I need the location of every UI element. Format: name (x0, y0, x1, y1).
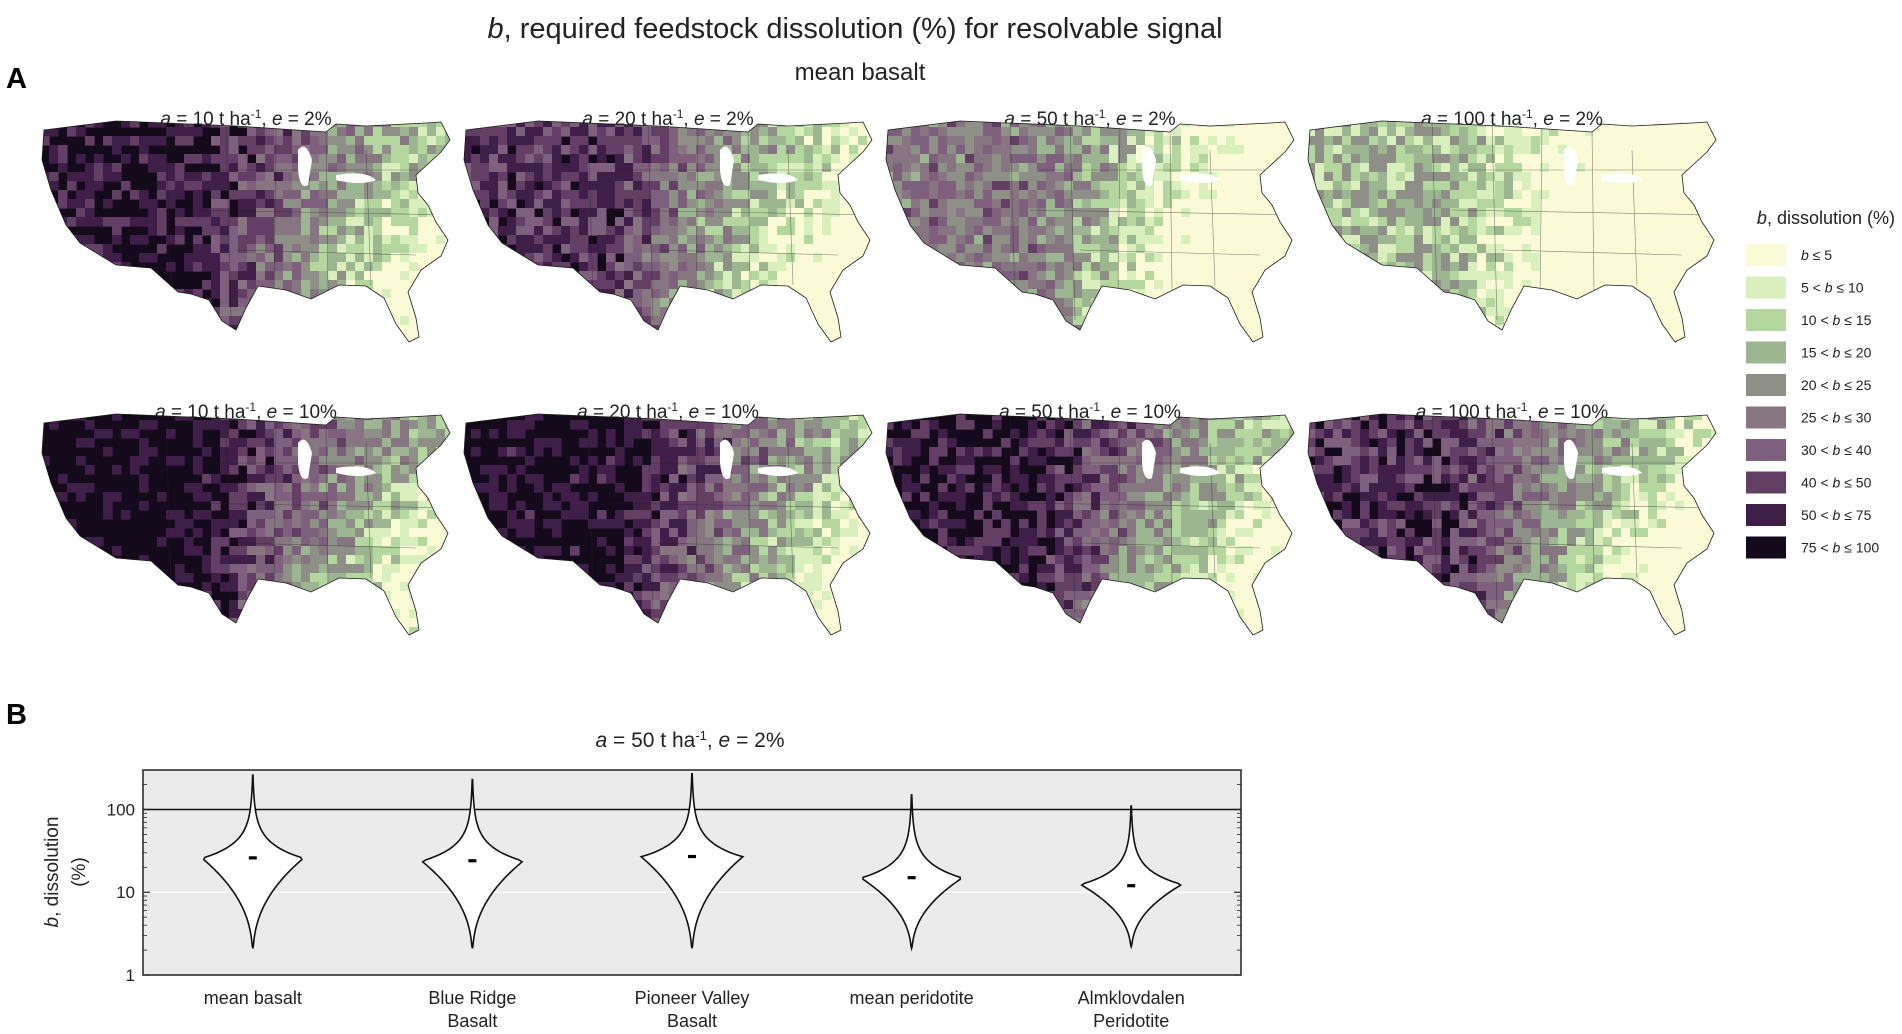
legend-swatch (1746, 341, 1786, 364)
legend-item: 50 < b ≤ 75 (1746, 504, 1872, 526)
legend-swatch (1746, 536, 1786, 559)
legend-item: 15 < b ≤ 20 (1746, 341, 1872, 364)
violin-chart: 1 10 100 mean basalt Blue Ridge Basalt Pionee… (42, 769, 1242, 1031)
violin-shape (1080, 805, 1183, 950)
violin-series (639, 772, 745, 949)
us-map-panel: a = 50 t ha-1, e = 2% (885, 107, 1295, 343)
y-axis-unit: (%) (69, 857, 90, 887)
map-fill (42, 414, 450, 635)
map-panel-title: a = 100 t ha-1, e = 10% (1416, 400, 1609, 423)
legend-swatch (1746, 439, 1786, 461)
legend-swatch (1746, 504, 1786, 526)
legend-item: 5 < b ≤ 10 (1746, 276, 1864, 299)
us-map-panel: a = 50 t ha-1, e = 10% (885, 400, 1295, 636)
legend-title: b, dissolution (%) (1757, 208, 1895, 228)
map-panel-title: a = 100 t ha-1, e = 2% (1421, 107, 1603, 130)
legend-label: 25 < b ≤ 30 (1801, 410, 1872, 426)
map-fill (1308, 121, 1716, 342)
violin-series (1080, 805, 1183, 950)
legend-label: 10 < b ≤ 15 (1801, 312, 1872, 328)
panel-a-label: A (6, 63, 27, 95)
violin-median-mark (1127, 884, 1136, 888)
us-map-panel: a = 20 t ha-1, e = 2% (463, 107, 873, 343)
legend-item: b ≤ 5 (1746, 244, 1832, 266)
map-fill (1308, 414, 1716, 635)
legend-label: 20 < b ≤ 25 (1801, 377, 1872, 393)
x-category-label: Basalt (447, 1011, 497, 1031)
map-panel-title: a = 10 t ha-1, e = 2% (160, 107, 331, 130)
legend-swatch (1746, 374, 1786, 396)
y-tick-label: 1 (126, 966, 135, 985)
x-category-label: mean basalt (204, 988, 302, 1008)
figure-subtitle: mean basalt (795, 59, 926, 86)
legend-swatch (1746, 406, 1786, 429)
y-tick-label: 100 (107, 800, 135, 819)
map-panels: a = 10 t ha-1, e = 2% a = 20 t ha-1, e = … (41, 107, 1717, 636)
legend-label: b ≤ 5 (1801, 247, 1832, 263)
panel-b-label: B (6, 699, 27, 731)
us-map-panel: a = 100 t ha-1, e = 2% (1307, 107, 1717, 343)
x-category-label: Almklovdalen (1078, 988, 1185, 1008)
legend-item: 30 < b ≤ 40 (1746, 439, 1872, 461)
legend-item: 20 < b ≤ 25 (1746, 374, 1872, 396)
us-map-panel: a = 10 t ha-1, e = 2% (41, 107, 451, 343)
map-fill (886, 414, 1294, 635)
violin-series (862, 794, 961, 952)
y-tick-label: 10 (116, 883, 135, 902)
us-map-panel: a = 100 t ha-1, e = 10% (1307, 400, 1717, 636)
legend-item: 75 < b ≤ 100 (1746, 536, 1879, 559)
violin-median-mark (907, 876, 916, 880)
legend-label: 5 < b ≤ 10 (1801, 280, 1864, 296)
legend-item: 40 < b ≤ 50 (1746, 471, 1872, 494)
violin-median-mark (468, 859, 477, 863)
violin-series (421, 778, 524, 949)
legend-label: 40 < b ≤ 50 (1801, 475, 1872, 491)
violin-shape (639, 772, 745, 949)
legend-swatch (1746, 471, 1786, 494)
us-map-panel: a = 20 t ha-1, e = 10% (463, 400, 873, 636)
map-fill (886, 121, 1294, 342)
violin-series (202, 774, 303, 949)
x-category-label: Basalt (667, 1011, 717, 1031)
legend-item: 25 < b ≤ 30 (1746, 406, 1872, 429)
violin-shape (202, 774, 303, 949)
us-map-panel: a = 10 t ha-1, e = 10% (41, 400, 451, 636)
x-category-label: mean peridotite (850, 988, 974, 1008)
x-category-label: Blue Ridge (428, 988, 516, 1008)
legend-swatch (1746, 309, 1786, 331)
legend-swatch (1746, 276, 1786, 299)
x-category-label: Pioneer Valley (635, 988, 750, 1008)
legend-swatch (1746, 244, 1786, 266)
violin-shape (862, 794, 961, 952)
legend-label: 15 < b ≤ 20 (1801, 345, 1872, 361)
legend-label: 75 < b ≤ 100 (1801, 540, 1879, 556)
violin-shape (421, 778, 524, 949)
violin-median-mark (688, 854, 696, 859)
legend-label: 30 < b ≤ 40 (1801, 442, 1872, 458)
legend-label: 50 < b ≤ 75 (1801, 507, 1872, 523)
map-fill (42, 121, 450, 342)
legend: b, dissolution (%) b ≤ 5 5 < b ≤ 10 10 < b… (1746, 208, 1895, 559)
y-axis-label: b, dissolution (42, 817, 63, 928)
violin-title: a = 50 t ha-1, e = 2% (595, 728, 784, 753)
map-fill (464, 414, 872, 635)
violin-median-mark (248, 856, 257, 860)
map-fill (464, 121, 872, 342)
figure-title: b, required feedstock dissolution (%) fo… (487, 13, 1222, 45)
legend-item: 10 < b ≤ 15 (1746, 309, 1872, 331)
x-category-label: Peridotite (1093, 1011, 1169, 1031)
